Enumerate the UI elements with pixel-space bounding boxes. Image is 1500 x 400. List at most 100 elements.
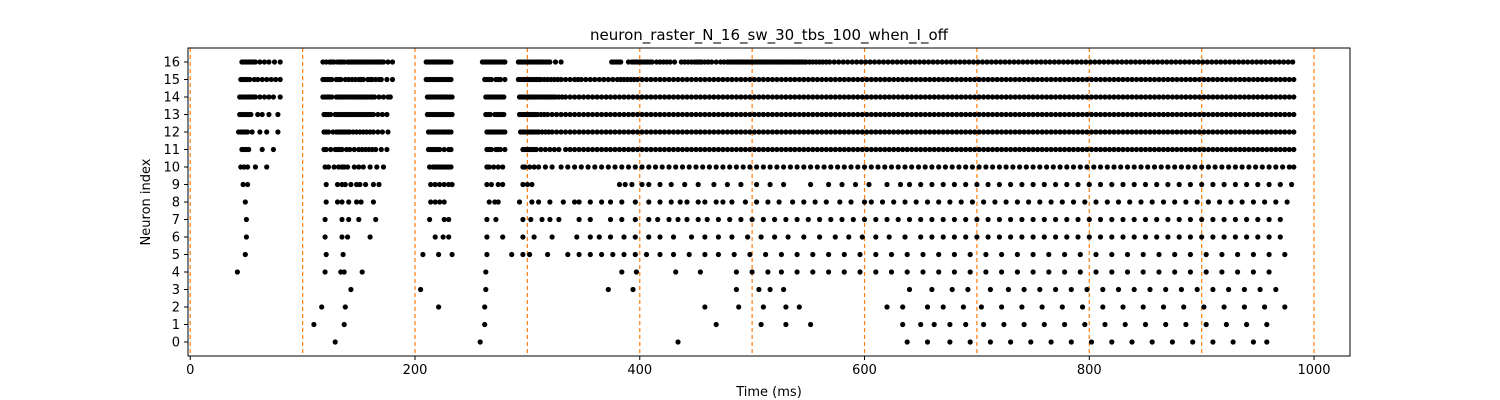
- spike-point: [715, 111, 722, 118]
- spike-point: [375, 111, 381, 118]
- spike-point: [1276, 59, 1282, 65]
- spike-point: [967, 94, 973, 100]
- spike-point: [970, 59, 977, 65]
- spike-point: [1086, 234, 1092, 240]
- spike-point: [1268, 94, 1274, 100]
- spike-point: [920, 269, 926, 275]
- spike-point: [1264, 339, 1270, 345]
- spike-point: [776, 199, 782, 205]
- spike-point: [1142, 111, 1149, 118]
- spike-point: [1109, 269, 1115, 275]
- spike-point: [742, 111, 749, 118]
- spike-point: [1066, 94, 1072, 100]
- spike-point: [958, 94, 964, 100]
- spike-point: [765, 111, 771, 118]
- spike-point: [1093, 199, 1099, 205]
- spike-point: [646, 181, 652, 188]
- spike-point: [484, 234, 490, 240]
- spike-point: [940, 94, 946, 100]
- spike-point: [688, 94, 695, 100]
- spike-point: [1268, 76, 1274, 83]
- spike-point: [340, 251, 346, 258]
- spike-point: [1026, 76, 1032, 83]
- spike-point: [983, 269, 989, 275]
- spike-point: [781, 164, 787, 170]
- spike-point: [1084, 76, 1090, 83]
- spike-point: [1097, 164, 1104, 170]
- spike-point: [643, 94, 650, 100]
- spike-point: [884, 304, 890, 310]
- spike-point: [367, 234, 373, 240]
- spike-point: [1169, 129, 1175, 135]
- spike-point: [1068, 286, 1074, 293]
- spike-point: [859, 146, 865, 153]
- spike-point: [607, 94, 614, 100]
- spike-point: [247, 76, 253, 83]
- spike-point: [1041, 216, 1047, 223]
- spike-point: [724, 76, 731, 83]
- spike-point: [277, 59, 283, 65]
- spike-point: [1165, 129, 1171, 135]
- spike-point: [801, 111, 807, 118]
- spike-point: [275, 129, 281, 135]
- spike-point: [1026, 199, 1032, 205]
- spike-point: [356, 216, 362, 223]
- spike-point: [760, 216, 767, 223]
- spike-point: [441, 199, 447, 205]
- spike-point: [902, 199, 908, 205]
- spike-point: [1079, 146, 1086, 153]
- spike-point: [1147, 286, 1153, 293]
- spike-point: [956, 164, 962, 170]
- spike-point: [801, 164, 807, 170]
- spike-point: [249, 129, 255, 135]
- spike-point: [661, 146, 668, 153]
- spike-point: [1097, 146, 1104, 153]
- y-tick-label: 5: [172, 248, 180, 263]
- spike-point: [448, 146, 454, 153]
- spike-point: [796, 129, 802, 135]
- spike-point: [610, 76, 616, 83]
- spike-point: [325, 129, 332, 135]
- spike-point: [1163, 286, 1169, 293]
- spike-point: [607, 111, 614, 118]
- spike-point: [1160, 76, 1167, 83]
- spike-point: [1053, 146, 1059, 153]
- spike-point: [1131, 181, 1137, 188]
- spike-point: [1169, 146, 1175, 153]
- spike-point: [1286, 164, 1292, 170]
- spike-point: [500, 234, 506, 240]
- spike-point: [448, 59, 454, 65]
- spike-point: [1219, 146, 1225, 153]
- spike-point: [1183, 146, 1189, 153]
- spike-point: [1174, 129, 1180, 135]
- spike-point: [837, 146, 843, 153]
- spike-point: [1037, 164, 1043, 170]
- spike-point: [713, 164, 719, 170]
- spike-point: [940, 234, 946, 240]
- spike-point: [682, 181, 688, 188]
- spike-point: [801, 199, 807, 205]
- spike-point: [945, 129, 951, 135]
- spike-point: [940, 76, 946, 83]
- spike-point: [828, 164, 834, 170]
- spike-point: [981, 111, 987, 118]
- spike-point: [864, 129, 870, 135]
- spike-point: [715, 146, 722, 153]
- spike-point: [670, 146, 677, 153]
- spike-point: [1008, 339, 1014, 345]
- spike-point: [940, 129, 946, 135]
- spike-point: [756, 286, 762, 293]
- spike-point: [886, 76, 892, 83]
- spike-point: [1187, 129, 1193, 135]
- spike-point: [976, 164, 982, 170]
- spike-point: [819, 76, 825, 83]
- spike-point: [1257, 286, 1263, 293]
- spike-point: [1104, 199, 1110, 205]
- spike-point: [882, 129, 888, 135]
- spike-point: [625, 146, 632, 153]
- spike-point: [832, 94, 838, 100]
- spike-point: [599, 111, 605, 118]
- spike-point: [1030, 164, 1036, 170]
- spike-point: [1246, 76, 1252, 83]
- spike-point: [558, 129, 564, 135]
